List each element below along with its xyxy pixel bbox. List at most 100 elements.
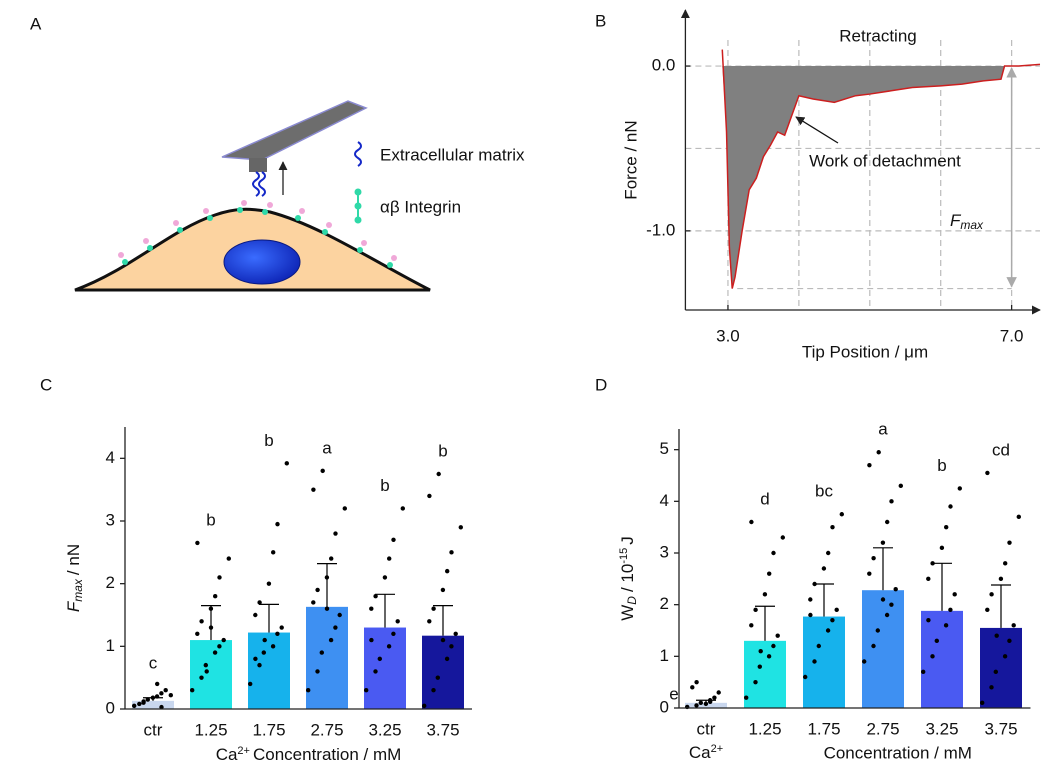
data-point bbox=[400, 506, 405, 511]
label-part: F bbox=[950, 211, 962, 230]
data-point bbox=[342, 506, 347, 511]
data-point bbox=[373, 669, 378, 674]
y-tick-label: 0.0 bbox=[652, 56, 676, 75]
data-point bbox=[319, 650, 324, 655]
data-point bbox=[926, 617, 931, 623]
data-point bbox=[145, 697, 150, 702]
data-point bbox=[1016, 514, 1021, 520]
bar bbox=[248, 632, 290, 709]
data-point bbox=[386, 644, 392, 649]
x-tick-label: ctr bbox=[144, 720, 163, 739]
data-point bbox=[431, 688, 436, 693]
nucleus bbox=[223, 239, 301, 285]
data-point bbox=[155, 681, 160, 687]
x-tick-label: ctr bbox=[697, 719, 716, 738]
data-point bbox=[780, 535, 785, 540]
data-point bbox=[262, 637, 267, 643]
data-point bbox=[440, 587, 446, 593]
data-point bbox=[753, 679, 758, 685]
significance-letter: b bbox=[206, 510, 215, 529]
data-point bbox=[816, 643, 821, 649]
data-point bbox=[885, 519, 890, 525]
data-point bbox=[373, 594, 378, 599]
data-point bbox=[934, 638, 939, 644]
cell-diagram: A Extracellular matrix αβ Integrin bbox=[30, 14, 525, 292]
data-point bbox=[333, 625, 338, 630]
data-point bbox=[803, 674, 808, 680]
y-tick-label: 0 bbox=[660, 697, 669, 716]
data-point bbox=[944, 524, 949, 530]
data-point bbox=[871, 643, 876, 649]
significance-letter: a bbox=[878, 420, 888, 439]
data-point bbox=[821, 566, 827, 571]
data-point bbox=[1002, 654, 1008, 659]
label-part: F bbox=[64, 600, 83, 612]
data-point bbox=[253, 656, 258, 662]
data-point bbox=[830, 617, 835, 623]
data-point bbox=[199, 675, 204, 680]
data-point bbox=[203, 662, 208, 668]
data-point bbox=[884, 612, 890, 618]
data-point bbox=[952, 592, 957, 597]
data-point bbox=[839, 512, 844, 517]
data-point bbox=[328, 637, 334, 643]
data-point bbox=[427, 493, 432, 499]
label-part: / nN bbox=[64, 544, 83, 575]
y-tick-label: 3 bbox=[660, 542, 669, 561]
significance-letter: b bbox=[937, 456, 946, 475]
data-point bbox=[943, 623, 949, 628]
data-point bbox=[275, 631, 280, 636]
x-tick-label: 2.75 bbox=[866, 719, 899, 738]
data-point bbox=[694, 679, 699, 685]
x-tick-label: 1.75 bbox=[807, 719, 840, 738]
data-point bbox=[212, 650, 218, 655]
bar bbox=[422, 635, 464, 709]
label-part: 2+ bbox=[237, 745, 250, 757]
data-point bbox=[449, 550, 454, 555]
label-part: W bbox=[618, 605, 637, 621]
panel-label: B bbox=[595, 11, 606, 30]
data-point bbox=[939, 545, 945, 551]
x-axis-title: Ca2+ bbox=[689, 743, 723, 763]
label-part: Ca bbox=[216, 745, 238, 764]
y-tick-label: 5 bbox=[660, 439, 669, 458]
data-point bbox=[889, 602, 894, 607]
data-point bbox=[875, 628, 880, 633]
data-point bbox=[453, 631, 458, 636]
x-tick-label: 3.0 bbox=[716, 326, 740, 345]
data-point bbox=[690, 685, 695, 690]
y-axis-title: Force / nN bbox=[621, 120, 640, 199]
y-tick-label: 1 bbox=[106, 636, 115, 655]
label-part: max bbox=[71, 578, 85, 602]
data-point bbox=[771, 643, 776, 649]
data-point bbox=[444, 656, 450, 662]
data-point bbox=[749, 623, 754, 628]
bar bbox=[803, 616, 845, 708]
data-point bbox=[315, 587, 320, 593]
data-point bbox=[1007, 540, 1012, 545]
data-point bbox=[703, 701, 709, 707]
data-point bbox=[458, 525, 463, 530]
data-point bbox=[898, 483, 903, 489]
annotation: Work of detachment bbox=[809, 151, 961, 170]
data-point bbox=[395, 619, 400, 624]
chart-title: Retracting bbox=[839, 26, 916, 45]
label-part: max bbox=[960, 218, 984, 232]
data-point bbox=[382, 575, 388, 580]
data-point bbox=[980, 700, 985, 706]
bar bbox=[921, 610, 963, 708]
data-point bbox=[716, 690, 721, 695]
y-tick-label: 1 bbox=[660, 646, 669, 665]
data-point bbox=[826, 550, 831, 556]
data-point bbox=[204, 669, 209, 674]
data-point bbox=[440, 637, 446, 643]
data-point bbox=[808, 597, 813, 602]
data-point bbox=[137, 701, 142, 707]
data-point bbox=[324, 606, 330, 611]
label-part: Ca bbox=[689, 743, 711, 762]
x-axis-title: Tip Position / μm bbox=[802, 342, 928, 361]
data-point bbox=[132, 703, 137, 709]
data-point bbox=[957, 486, 962, 491]
annotation-arrow bbox=[795, 116, 839, 144]
label-part: -15 bbox=[618, 548, 630, 564]
